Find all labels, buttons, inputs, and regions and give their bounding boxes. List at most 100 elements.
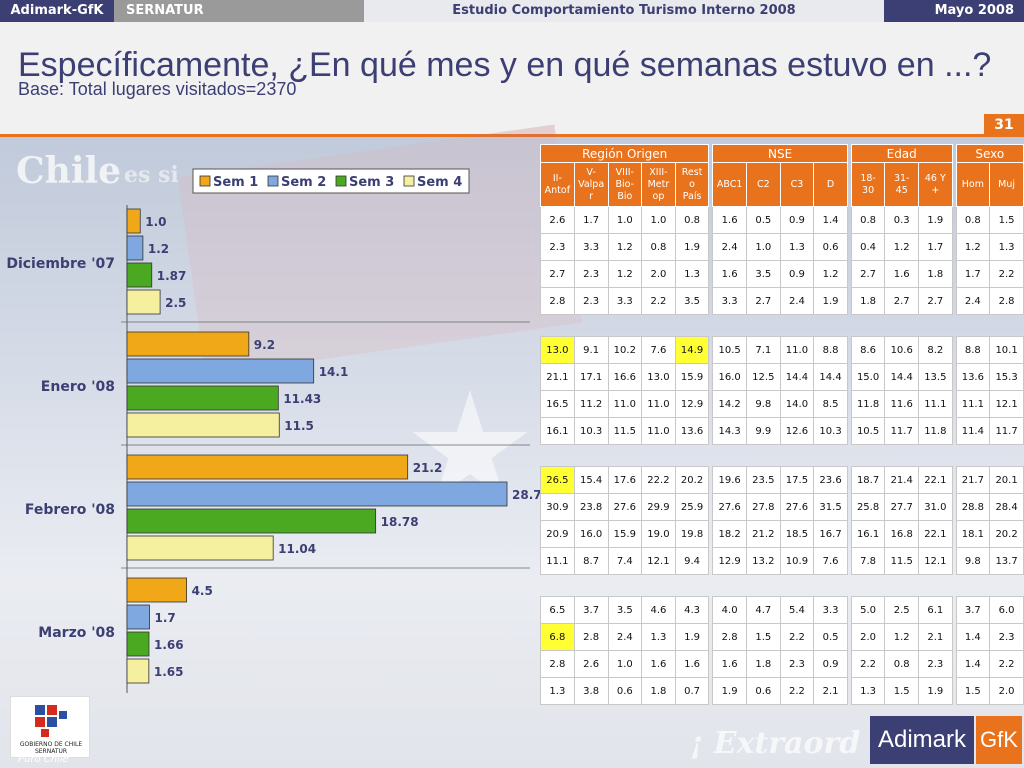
legend-swatch	[267, 175, 279, 187]
table-cell: 21.7	[955, 466, 991, 494]
table-cell: 12.1	[918, 547, 953, 575]
table-row: 1.3 3.8 0.6 1.8 0.7 1.9 0.6 2.2 2.1 1.3 1.5 1.9 1.5 2…	[540, 677, 1024, 705]
table-cell: 20.2	[989, 520, 1024, 548]
table-cell: 20.9	[540, 520, 575, 548]
table-cell: 1.8	[850, 287, 886, 315]
table-cell: 2.3	[540, 233, 575, 261]
table-cell: 1.3	[989, 233, 1024, 261]
table-cell: 0.4	[850, 233, 886, 261]
column-header: Muj	[989, 162, 1024, 207]
table-cell: 1.2	[955, 233, 991, 261]
bar-label: 18.78	[381, 515, 419, 529]
table-cell: 2.6	[573, 650, 609, 678]
agency-label: SERNATUR	[114, 0, 364, 22]
table-cell: 2.1	[813, 677, 848, 705]
table-cell: 1.8	[918, 260, 953, 288]
table-cell: 17.6	[607, 466, 643, 494]
table-cell: 3.8	[573, 677, 609, 705]
table-cell: 11.1	[918, 390, 953, 418]
table-cell: 15.9	[674, 363, 710, 391]
table-cell: 1.2	[607, 233, 643, 261]
table-row: 21.1 17.1 16.6 13.0 15.9 16.0 12.5 14.4 14.4 15.0…	[540, 363, 1024, 391]
table-row: 13.0 9.1 10.2 7.6 14.9 10.5 7.1 11.0 8.8 8.6 10.6 8…	[540, 336, 1024, 364]
table-cell: 2.3	[779, 650, 815, 678]
table-cell: 11.0	[607, 390, 643, 418]
client-label: Adimark-GfK	[0, 0, 114, 22]
gfk-logo-text: GfK	[976, 716, 1022, 764]
table-cell: 20.1	[989, 466, 1024, 494]
bar-marks	[126, 208, 508, 684]
table-cell: 8.7	[573, 547, 609, 575]
table-cell: 8.6	[850, 336, 886, 364]
table-cell: 16.6	[607, 363, 643, 391]
table-row: 26.5 15.4 17.6 22.2 20.2 19.6 23.5 17.5 23.6 18.7…	[540, 466, 1024, 494]
table-cell: 19.8	[674, 520, 710, 548]
table-cell: 14.3	[712, 417, 747, 445]
table-cell: 13.6	[955, 363, 991, 391]
table-cell: 23.5	[746, 466, 781, 494]
table-cell: 0.8	[674, 206, 710, 234]
column-header: C3	[779, 162, 815, 207]
table-cell: 25.8	[850, 493, 886, 521]
table-cell: 0.9	[813, 650, 848, 678]
table-cell: 3.3	[712, 287, 747, 315]
table-row: 16.1 10.3 11.5 11.0 13.6 14.3 9.9 12.6 10.3 10.5 1…	[540, 417, 1024, 445]
table-row: 2.7 2.3 1.2 2.0 1.3 1.6 3.5 0.9 1.2 2.7 1.6 1.8 1.7 2…	[540, 260, 1024, 288]
bar-label: 1.2	[148, 242, 169, 256]
table-cell: 11.7	[989, 417, 1024, 445]
table-cell: 28.8	[955, 493, 991, 521]
table-cell: 27.6	[779, 493, 815, 521]
table-cell: 1.7	[918, 233, 953, 261]
bar-sem-2-2	[126, 481, 508, 507]
adimark-logo-text: Adimark	[870, 716, 974, 764]
bar-label: 14.1	[319, 365, 349, 379]
bar-label: 11.43	[283, 392, 321, 406]
table-cell: 10.5	[712, 336, 747, 364]
table-cell: 15.4	[573, 466, 609, 494]
table-cell: 13.0	[641, 363, 676, 391]
table-cell: 0.8	[641, 233, 676, 261]
bar-label: 1.65	[154, 665, 184, 679]
bar-label: 11.04	[278, 542, 316, 556]
table-cell: 6.0	[989, 596, 1024, 624]
table-row: 11.1 8.7 7.4 12.1 9.4 12.9 13.2 10.9 7.6 7.8 11.5 1…	[540, 547, 1024, 575]
block-spacer	[541, 445, 1024, 467]
table-cell: 2.7	[918, 287, 953, 315]
column-header: 46 Y +	[918, 162, 953, 207]
bar-data-labels: 1.0 1.2 1.87 2.5 9.2 14.1 11.43 11.5 21.2 28.7 18.…	[145, 215, 540, 679]
table-cell: 13.6	[674, 417, 710, 445]
table-cell: 15.3	[989, 363, 1024, 391]
table-cell: 1.5	[884, 677, 920, 705]
bar-sem-4-1	[126, 412, 280, 438]
table-cell: 7.6	[641, 336, 676, 364]
table-row: 2.6 1.7 1.0 1.0 0.8 1.6 0.5 0.9 1.4 0.8 0.3 1.9 0.8 1…	[540, 206, 1024, 234]
bar-sem-2-3	[126, 604, 150, 630]
table-cell: 0.5	[813, 623, 848, 651]
background-brand-text: Chile	[16, 150, 122, 192]
table-cell: 15.0	[850, 363, 886, 391]
table-cell: 1.9	[712, 677, 747, 705]
table-cell: 6.5	[540, 596, 575, 624]
category-labels: Diciembre '07 Enero '08 Febrero '08 Marzo '…	[6, 256, 115, 641]
page-number-badge: 31	[984, 114, 1024, 136]
table-cell: 1.3	[641, 623, 676, 651]
bar-sem-3-3	[126, 631, 150, 657]
chart-legend: Sem 1 Sem 2 Sem 3 Sem 4	[192, 168, 470, 194]
table-cell: 18.7	[850, 466, 886, 494]
table-cell: 11.5	[884, 547, 920, 575]
bar-sem-2-1	[126, 358, 315, 384]
bar-sem-1-0	[126, 208, 141, 234]
table-cell: 11.7	[884, 417, 920, 445]
table-cell: 2.4	[607, 623, 643, 651]
table-cell: 1.6	[674, 650, 710, 678]
table-cell: 11.8	[850, 390, 886, 418]
table-cell: 2.4	[779, 287, 815, 315]
bar-sem-4-0	[126, 289, 161, 315]
table-cell: 18.5	[779, 520, 815, 548]
table-cell: 6.1	[918, 596, 953, 624]
bar-label: 2.5	[165, 296, 186, 310]
table-cell: 31.5	[813, 493, 848, 521]
table-cell: 1.0	[641, 206, 676, 234]
table-cell: 2.2	[779, 677, 815, 705]
table-cell: 10.1	[989, 336, 1024, 364]
